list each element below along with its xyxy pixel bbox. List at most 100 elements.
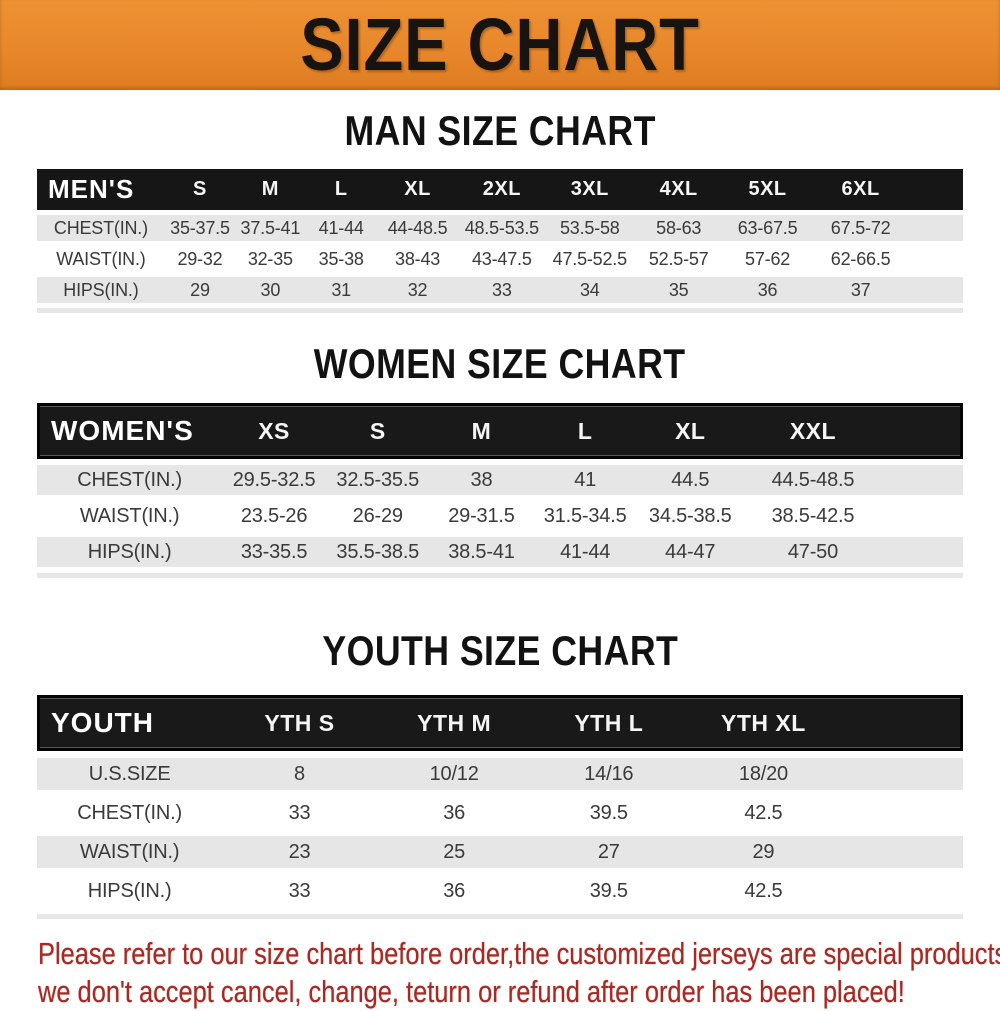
header-size-column: XL <box>637 403 744 459</box>
men-section-title: MAN SIZE CHART <box>344 107 656 154</box>
size-value: 37.5-41 <box>235 215 306 241</box>
header-size-column: 2XL <box>458 169 546 210</box>
row-label: WAIST(IN.) <box>37 501 223 531</box>
size-value: 41-44 <box>305 215 377 241</box>
header-size-column: S <box>164 169 236 210</box>
measure-row: U.S.SIZE 8 10/12 14/16 18/20 <box>37 758 963 790</box>
women-section-title: WOMEN SIZE CHART <box>314 340 686 387</box>
women-size-table: WOMEN'S XS S M L XL XXL CHEST(IN.) 29.5-32.5 32.5… <box>37 397 963 573</box>
size-value: 36 <box>376 875 532 907</box>
measure-row: CHEST(IN.) 29.5-32.5 32.5-35.5 38 41 44.5 44.5… <box>37 465 963 495</box>
header-size-column: XL <box>376 169 459 210</box>
header-size-column: L <box>305 169 377 210</box>
size-value: 36 <box>376 797 532 829</box>
size-value: 26-29 <box>325 501 430 531</box>
size-value: 39.5 <box>531 875 687 907</box>
table-header-row: MEN'S S M L XL 2XL 3XL 4XL 5XL 6XL <box>37 169 963 210</box>
header-spacer <box>909 169 963 210</box>
size-value: 32 <box>376 277 459 303</box>
header-size-column: M <box>429 403 534 459</box>
size-value: 27 <box>531 836 687 868</box>
notice-line-1: Please refer to our size chart before or… <box>38 936 1000 971</box>
header-size-column: YTH L <box>531 695 687 751</box>
header-size-column: S <box>325 403 430 459</box>
banner: SIZE CHART <box>0 0 1000 90</box>
size-value: 53.5-58 <box>545 215 635 241</box>
table-header-row: YOUTH YTH S YTH M YTH L YTH XL <box>37 695 963 751</box>
header-spacer <box>882 403 963 459</box>
size-value: 29-31.5 <box>429 501 534 531</box>
order-notice: Please refer to our size chart before or… <box>38 935 1000 1011</box>
table-header-row: WOMEN'S XS S M L XL XXL <box>37 403 963 459</box>
size-value: 42.5 <box>686 875 841 907</box>
row-label: CHEST(IN.) <box>37 215 165 241</box>
size-value: 31 <box>305 277 377 303</box>
size-value: 67.5-72 <box>812 215 910 241</box>
youth-section-title: YOUTH SIZE CHART <box>322 627 678 674</box>
size-value: 25 <box>376 836 532 868</box>
size-value: 58-63 <box>634 215 724 241</box>
size-value: 63-67.5 <box>723 215 813 241</box>
row-spacer <box>909 277 963 303</box>
size-value: 38.5-41 <box>429 537 534 567</box>
size-value: 35 <box>634 277 724 303</box>
row-label: WAIST(IN.) <box>37 836 223 868</box>
measure-row: HIPS(IN.) 33-35.5 35.5-38.5 38.5-41 41-44 44-… <box>37 537 963 567</box>
size-value: 48.5-53.5 <box>458 215 546 241</box>
size-value: 38-43 <box>376 246 459 272</box>
size-value: 29 <box>686 836 841 868</box>
size-value: 47-50 <box>743 537 883 567</box>
measure-row: HIPS(IN.) 33 36 39.5 42.5 <box>37 875 963 907</box>
size-value: 35-37.5 <box>164 215 236 241</box>
row-spacer <box>840 758 963 790</box>
row-spacer <box>882 465 963 495</box>
measure-row: CHEST(IN.) 35-37.5 37.5-41 41-44 44-48.5 48.5… <box>37 215 963 241</box>
size-value: 10/12 <box>376 758 532 790</box>
row-spacer <box>840 797 963 829</box>
row-label: CHEST(IN.) <box>37 465 223 495</box>
size-value: 34 <box>545 277 635 303</box>
size-value: 32-35 <box>235 246 306 272</box>
header-size-column: L <box>533 403 638 459</box>
size-value: 35.5-38.5 <box>325 537 430 567</box>
women-section-heading-wrap: WOMEN SIZE CHART <box>0 341 1000 387</box>
row-label: CHEST(IN.) <box>37 797 223 829</box>
row-spacer <box>909 215 963 241</box>
size-value: 30 <box>235 277 306 303</box>
size-value: 34.5-38.5 <box>637 501 744 531</box>
men-table-bottom-strip <box>37 308 963 313</box>
row-label: WAIST(IN.) <box>37 246 165 272</box>
header-size-column: YTH XL <box>686 695 841 751</box>
header-size-column: YTH S <box>222 695 377 751</box>
size-value: 42.5 <box>686 797 841 829</box>
size-value: 33 <box>222 797 377 829</box>
row-spacer <box>909 246 963 272</box>
size-value: 14/16 <box>531 758 687 790</box>
header-size-column: XS <box>222 403 326 459</box>
header-size-column: 3XL <box>545 169 635 210</box>
size-value: 18/20 <box>686 758 841 790</box>
size-value: 52.5-57 <box>634 246 724 272</box>
size-value: 23.5-26 <box>222 501 326 531</box>
header-size-column: M <box>235 169 306 210</box>
measure-row: WAIST(IN.) 29-32 32-35 35-38 38-43 43-47.5 47.… <box>37 246 963 272</box>
size-value: 44-47 <box>637 537 744 567</box>
row-spacer <box>840 875 963 907</box>
size-value: 31.5-34.5 <box>533 501 638 531</box>
header-group-label: YOUTH <box>37 695 223 751</box>
size-value: 33 <box>458 277 546 303</box>
size-value: 29.5-32.5 <box>222 465 326 495</box>
youth-size-table: YOUTH YTH S YTH M YTH L YTH XL U.S.SIZE 8 10/12… <box>37 688 963 914</box>
size-value: 29 <box>164 277 236 303</box>
size-value: 44.5-48.5 <box>743 465 883 495</box>
size-value: 41-44 <box>533 537 638 567</box>
row-spacer <box>840 836 963 868</box>
measure-row: WAIST(IN.) 23.5-26 26-29 29-31.5 31.5-34.5 34… <box>37 501 963 531</box>
row-spacer <box>882 501 963 531</box>
measure-row: WAIST(IN.) 23 25 27 29 <box>37 836 963 868</box>
size-value: 33-35.5 <box>222 537 326 567</box>
measure-row: HIPS(IN.) 29 30 31 32 33 34 35 36 37 <box>37 277 963 303</box>
header-size-column: YTH M <box>376 695 532 751</box>
header-size-column: 4XL <box>634 169 724 210</box>
header-size-column: XXL <box>743 403 883 459</box>
